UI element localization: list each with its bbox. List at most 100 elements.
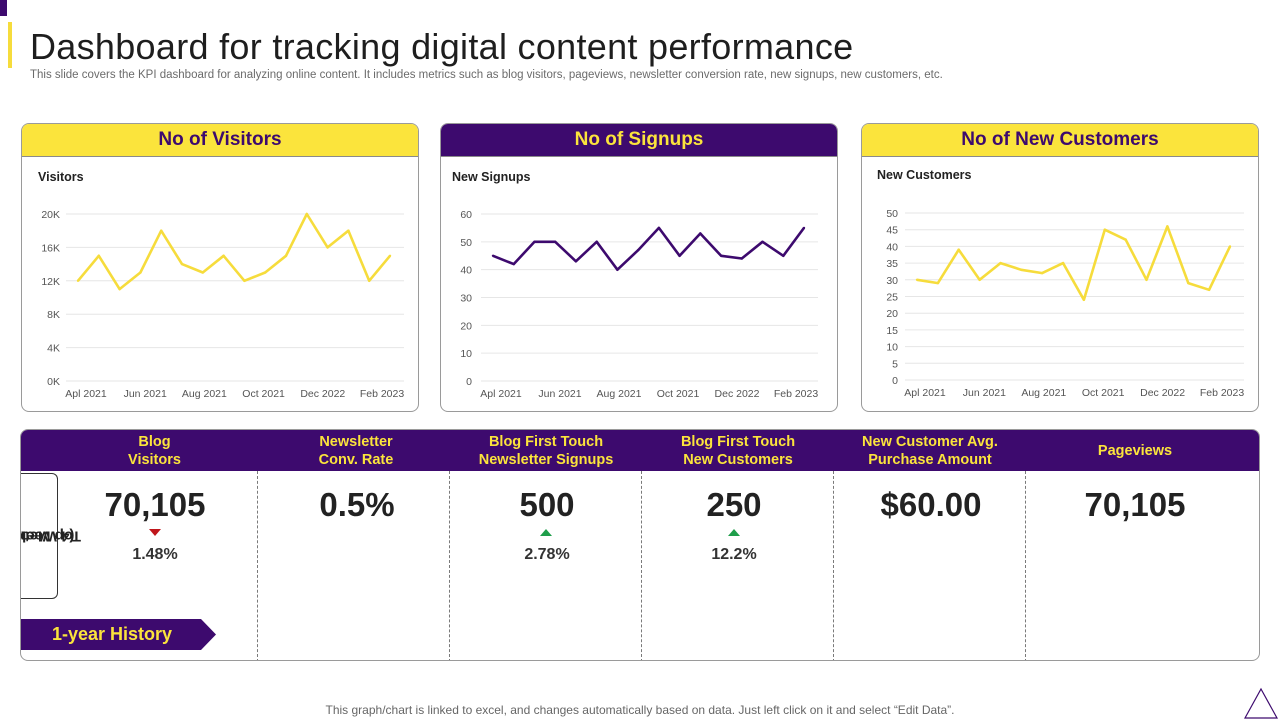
data-point xyxy=(915,278,919,281)
new-customers-change: 12.2% xyxy=(711,546,757,563)
newsletter-conv-rate-value: 0.5% xyxy=(319,486,395,523)
data-point xyxy=(1061,261,1065,265)
x-tick-label: Jun 2021 xyxy=(963,387,1006,399)
footer-note: This graph/chart is linked to excel, and… xyxy=(325,703,955,717)
newsletter-signups-change: 2.78% xyxy=(524,546,570,563)
data-point xyxy=(740,257,743,260)
data-point xyxy=(222,254,225,257)
y-tick-label: 20K xyxy=(41,209,60,221)
data-point xyxy=(160,229,163,232)
data-point xyxy=(761,240,764,243)
data-point xyxy=(76,279,80,282)
signups-chart[interactable]: New Signups 0 10 20 30 40 50 60 Apl 2021 Jun 2021… xyxy=(441,157,838,412)
data-point xyxy=(978,278,981,281)
trend-down-icon xyxy=(149,529,161,536)
metric-header-newsletter-signups: Blog First Touch Newsletter Signups xyxy=(478,433,614,468)
column-divider xyxy=(641,471,642,660)
data-point xyxy=(1103,228,1106,231)
data-point xyxy=(782,254,785,257)
y-tick-label: 16K xyxy=(41,242,60,254)
data-point xyxy=(1124,238,1127,241)
title-accent-bar xyxy=(8,22,12,68)
y-tick-label: 30 xyxy=(886,275,898,287)
y-tick-label: 0K xyxy=(47,376,60,388)
data-point xyxy=(1020,268,1023,271)
chart-title: New Customers xyxy=(877,168,972,182)
data-point xyxy=(636,249,640,252)
x-tick-label: Apl 2021 xyxy=(480,388,522,400)
y-tick-label: 35 xyxy=(886,258,898,270)
x-tick-label: Apl 2021 xyxy=(65,388,107,400)
y-tick-label: 12K xyxy=(41,276,60,288)
page-title: Dashboard for tracking digital content p… xyxy=(30,26,854,67)
customers-chart[interactable]: New Customers 0 5 10 15 20 25 30 35 40 45 50 Apl 202… xyxy=(862,157,1259,412)
column-divider xyxy=(1025,471,1026,660)
y-tick-label: 0 xyxy=(466,376,472,388)
data-point xyxy=(657,226,661,230)
top-metrics-table: Blog Visitors Newsletter Conv. Rate Blog F… xyxy=(20,429,1260,661)
x-tick-label: Oct 2021 xyxy=(242,388,285,400)
x-tick-label: Aug 2021 xyxy=(182,388,227,400)
trend-up-icon xyxy=(540,529,552,536)
x-tick-label: Apl 2021 xyxy=(904,387,946,399)
blog-visitors-change: 1.48% xyxy=(132,546,178,563)
y-tick-label: 30 xyxy=(460,293,472,305)
data-point xyxy=(1145,278,1148,281)
new-customers-value: 250 xyxy=(706,486,762,523)
y-tick-label: 40 xyxy=(460,265,472,277)
data-point xyxy=(388,254,392,257)
data-point xyxy=(699,232,702,235)
data-point xyxy=(118,287,121,291)
y-tick-label: 20 xyxy=(460,320,472,332)
column-divider xyxy=(833,471,834,660)
corner-triangle-icon xyxy=(1244,687,1278,719)
data-point xyxy=(180,262,184,266)
data-point xyxy=(595,240,598,243)
data-point xyxy=(719,254,723,257)
y-tick-label: 15 xyxy=(886,325,898,337)
data-point xyxy=(201,271,204,274)
y-tick-label: 45 xyxy=(886,225,898,237)
data-point xyxy=(802,226,806,230)
purchase-amount-value: $60.00 xyxy=(880,486,982,523)
x-tick-label: Jun 2021 xyxy=(124,388,167,400)
data-point xyxy=(533,240,536,243)
metrics-header xyxy=(21,430,1259,471)
chart-title: Visitors xyxy=(38,170,84,184)
corner-accent-bar xyxy=(0,0,7,16)
x-tick-label: Aug 2021 xyxy=(597,388,642,400)
series-line xyxy=(916,225,1232,302)
y-tick-label: 25 xyxy=(886,292,898,304)
data-point xyxy=(1228,245,1232,248)
data-point xyxy=(512,262,515,266)
visitors-panel-header: No of Visitors xyxy=(22,124,418,157)
data-point xyxy=(957,248,960,251)
x-tick-label: Dec 2022 xyxy=(715,388,760,400)
data-point xyxy=(1187,281,1190,285)
series-line xyxy=(77,212,391,291)
y-tick-label: 50 xyxy=(460,237,472,249)
data-point xyxy=(347,229,350,232)
y-tick-label: 60 xyxy=(460,209,472,221)
data-point xyxy=(1207,288,1211,291)
y-tick-label: 0 xyxy=(892,375,898,387)
pageviews-value: 70,105 xyxy=(1084,486,1186,523)
data-point xyxy=(368,279,371,282)
one-year-history-label[interactable]: 1-year History xyxy=(21,619,216,650)
data-point xyxy=(97,254,101,257)
data-point xyxy=(284,254,288,257)
visitors-chart[interactable]: Visitors 0K 4K 8K 12K 16K 20K Apl 2021 Jun 2021 A… xyxy=(22,157,419,412)
data-point xyxy=(305,212,308,216)
y-tick-label: 20 xyxy=(886,308,898,320)
data-point xyxy=(1082,298,1086,301)
data-point xyxy=(616,268,619,271)
blog-visitors-value: 70,105 xyxy=(104,486,206,523)
column-divider xyxy=(449,471,450,660)
customers-panel-header: No of New Customers xyxy=(862,124,1258,157)
data-point xyxy=(1166,225,1169,228)
data-point xyxy=(139,271,142,274)
x-tick-label: Oct 2021 xyxy=(657,388,700,400)
data-point xyxy=(554,240,557,243)
x-tick-label: Jun 2021 xyxy=(538,388,581,400)
x-tick-label: Feb 2023 xyxy=(774,388,819,400)
